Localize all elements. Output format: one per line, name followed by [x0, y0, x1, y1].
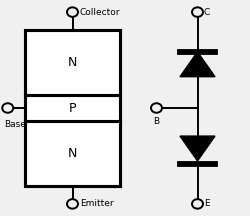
Text: E: E — [204, 199, 210, 208]
Text: P: P — [69, 102, 76, 114]
Text: Emitter: Emitter — [80, 199, 114, 208]
Bar — [25, 30, 120, 186]
Text: C: C — [204, 8, 210, 17]
Polygon shape — [180, 136, 215, 161]
Circle shape — [67, 7, 78, 17]
Text: N: N — [68, 147, 77, 160]
Text: Base: Base — [4, 120, 26, 129]
Circle shape — [192, 7, 203, 17]
Text: Collector: Collector — [80, 8, 120, 17]
Circle shape — [151, 103, 162, 113]
Text: N: N — [68, 56, 77, 69]
Circle shape — [192, 199, 203, 209]
Circle shape — [2, 103, 13, 113]
Text: B: B — [154, 117, 160, 126]
Polygon shape — [180, 52, 215, 77]
Circle shape — [67, 199, 78, 209]
